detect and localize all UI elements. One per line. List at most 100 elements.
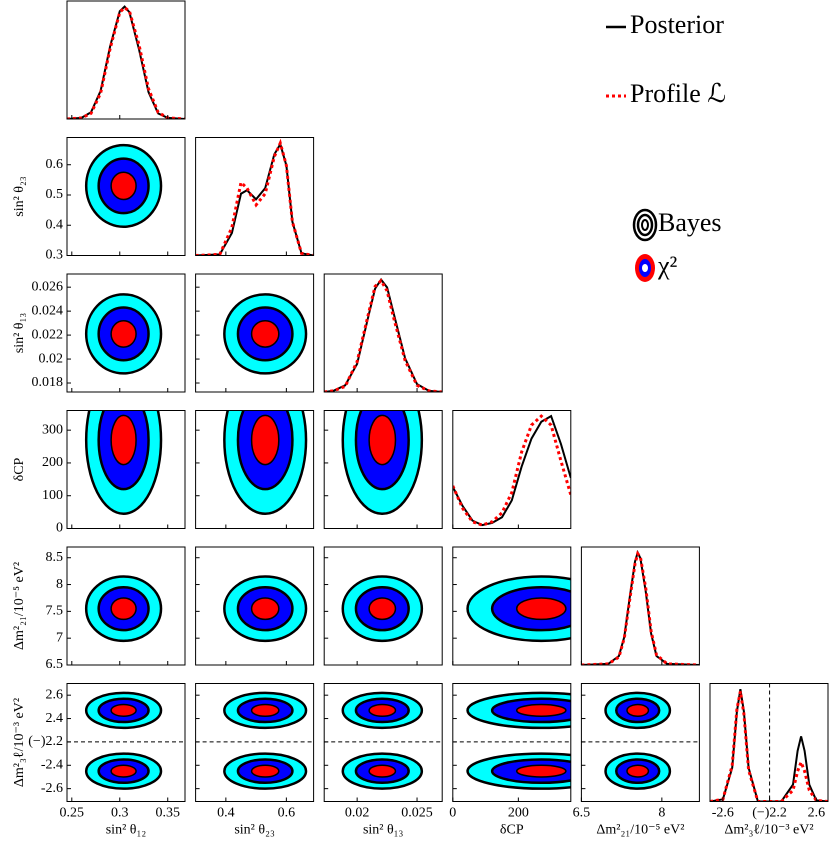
contour-line [341,691,424,730]
legend-label: Bayes [658,208,722,237]
x-tick-label: -2.6 [712,806,734,821]
panel-frame [195,137,315,256]
contour-fill [516,765,566,777]
contour-line [368,764,397,778]
curve [67,5,185,119]
panel-frame [66,137,186,256]
y-tick-label: 8.5 [46,550,64,565]
contour-line [97,585,150,632]
curve [324,278,443,392]
y-tick-label: 0.3 [46,248,64,263]
panel [323,273,443,393]
panel-frame [66,410,186,529]
panel-frame [452,546,572,666]
y-tick-label: 8 [56,577,63,592]
panel-frame [323,683,443,802]
contour-line [97,410,150,491]
y-axis-label: Δm²₃ℓ/10⁻³ eV² [12,698,27,787]
contour-fill [251,704,279,717]
panel: 0.02 0.025 [323,683,443,821]
contour-line [223,575,308,643]
legend-label: χ² [657,251,678,280]
contour-line [341,752,424,790]
panel-content [710,688,828,802]
panel-content [341,410,424,515]
panel [323,410,443,529]
panel: 6.5 7 7.5 8 8.5 [46,546,186,672]
y-tick-label: 7.5 [46,604,64,619]
panel-frame [66,683,186,802]
panel-content [223,410,308,515]
contour-line [368,703,397,717]
panel-content [452,414,571,527]
panel-frame [323,273,443,393]
contour-line [84,410,163,515]
panel-frame [709,683,829,802]
x-tick-label: 0.6 [278,806,296,821]
contour-line [615,697,661,724]
contour-line [250,414,280,466]
x-tick-label: 200 [508,806,529,821]
panel [580,546,700,666]
y-tick-label: (−)2.2 [28,734,63,749]
contour-line [515,703,567,717]
contour-fill [111,320,137,348]
x-tick-label: (−)2.2 [752,806,787,821]
y-tick-label: 0.02 [39,351,64,366]
legend-label: Profile ℒ [630,79,726,108]
y-tick-label: 100 [42,488,63,503]
panel-frame [66,0,186,120]
curve [324,277,443,392]
contour-line [490,697,571,724]
panel-frame [195,683,315,802]
contour-line [223,691,308,730]
panel-content [341,691,424,790]
panel [452,546,572,666]
contour-line [368,597,397,621]
contour-line [604,752,672,790]
contour-line [354,758,410,785]
y-axis-label: δCP [12,457,27,481]
contour-line [466,691,571,730]
y-tick-label: 0.024 [32,303,64,318]
curve [452,414,571,527]
y-tick-label: 300 [42,422,63,437]
panel-content [604,691,672,790]
panel-frame [580,546,700,666]
legend-label: Posterior [630,10,724,39]
y-axis-label: sin² θ₂₃ [12,176,27,217]
x-tick-label: 0.02 [345,806,370,821]
contour-line [615,758,661,785]
panel [195,546,315,666]
contour-line [97,306,150,362]
panel-content [195,138,314,256]
panel: -2.6 (−)2.2 2.6 [709,683,829,821]
panel-frame [452,410,572,529]
panel: 6.5 8 [573,683,700,821]
contour-line [354,585,410,632]
panel-content [84,691,163,790]
contour-line [223,293,308,375]
x-tick-label: 0.25 [60,806,85,821]
panel-frame [195,546,315,666]
curve [452,414,571,527]
panel-content [223,575,308,643]
panel: 0 200 [449,683,572,821]
contour-fill [626,704,649,717]
contour-line [250,764,280,778]
contour-line [110,171,137,201]
panel-content [581,549,700,665]
panel-content [466,575,571,643]
contour-line [236,410,294,491]
x-tick-label: 8 [658,806,665,821]
contour-line [84,752,163,790]
y-tick-label: 7 [56,630,63,645]
y-tick-label: 0 [56,521,63,536]
x-axis-label: δCP [500,823,524,838]
contour-fill [111,415,137,465]
contour-line [466,752,571,790]
contour-line [341,410,424,515]
panel-content [466,691,571,790]
y-tick-label: 6.5 [46,657,64,672]
